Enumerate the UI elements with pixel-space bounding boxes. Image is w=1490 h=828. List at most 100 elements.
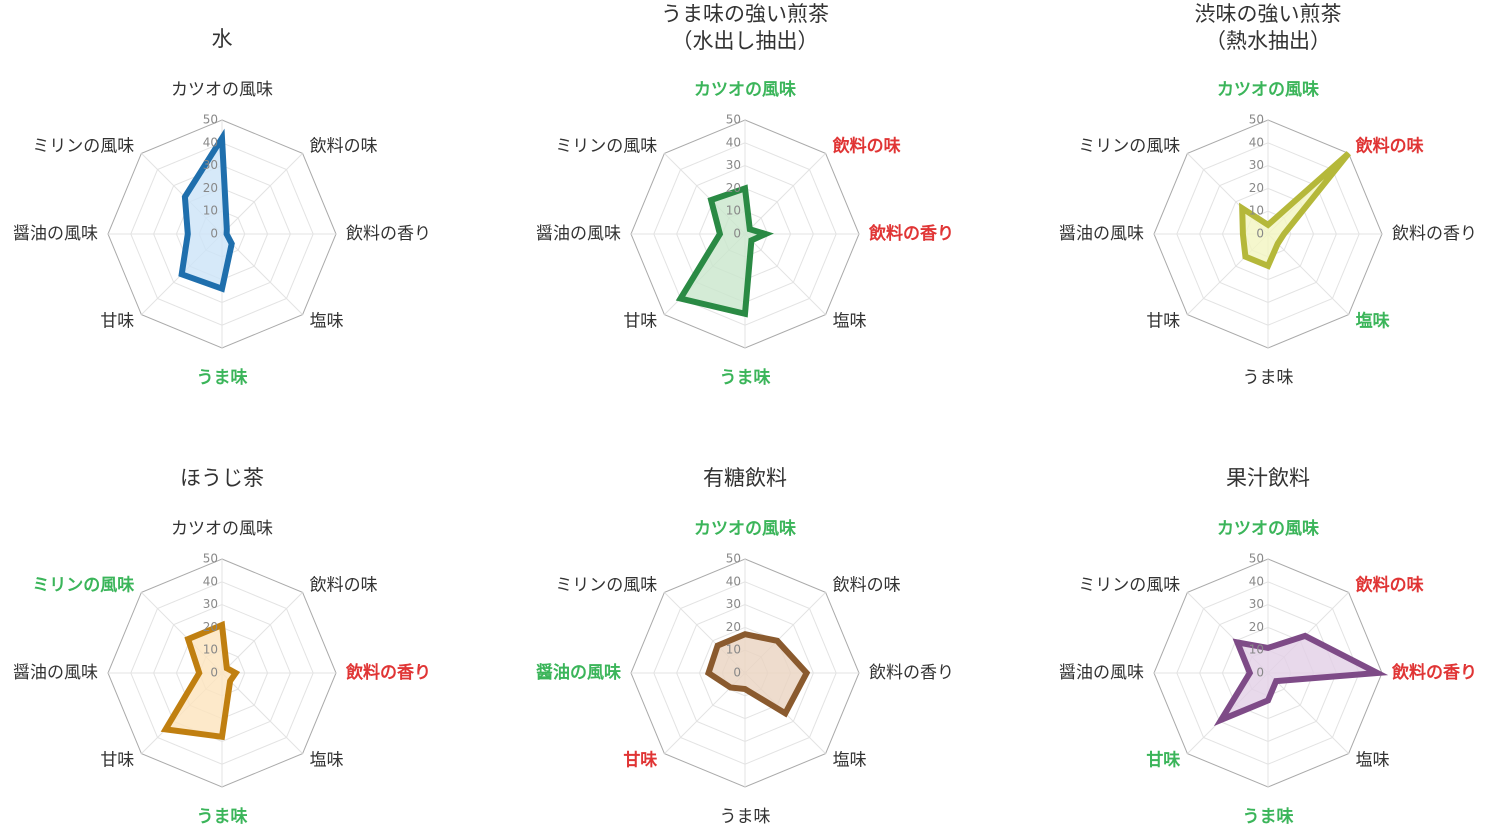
chart-title: （熱水抽出） (1205, 29, 1331, 53)
spoke (744, 153, 826, 235)
category-label: 飲料の味 (1355, 135, 1424, 156)
category-label: 塩味 (1356, 311, 1390, 332)
category-label: ミリンの風味 (32, 136, 134, 156)
r-tick-label: 40 (726, 574, 741, 588)
r-tick-label: 20 (203, 620, 218, 634)
radar-area (178, 128, 235, 293)
category-label: 甘味 (623, 312, 657, 332)
category-label: うま味 (197, 806, 248, 827)
r-tick-label: 10 (1249, 643, 1264, 657)
r-tick-label: 20 (203, 181, 218, 195)
r-tick-label: 50 (1249, 552, 1264, 566)
category-label: 飲料の味 (833, 575, 901, 595)
category-label: うま味 (720, 807, 771, 827)
category-label: 飲料の香り (868, 223, 954, 244)
category-label: 塩味 (833, 312, 867, 332)
r-tick-label: 30 (726, 158, 741, 172)
radar-chart: 渋味の強い煎茶 （熱水抽出） 0 10 20 30 40 50 カツオの風味飲料の味飲料の香り塩… (1059, 2, 1477, 388)
r-tick-label: 10 (726, 643, 741, 657)
category-label: 飲料の香り (346, 224, 431, 244)
spoke (221, 592, 303, 674)
r-tick-label: 0 (210, 666, 218, 680)
r-tick-label: 30 (1249, 158, 1264, 172)
chart-title: 果汁飲料 (1226, 466, 1310, 490)
category-label: カツオの風味 (694, 518, 796, 539)
category-label: 醤油の風味 (1059, 663, 1144, 683)
category-label: うま味 (720, 367, 771, 388)
r-tick-label: 0 (733, 666, 741, 680)
r-tick-label: 0 (1256, 666, 1264, 680)
r-tick-label: 20 (1249, 181, 1264, 195)
r-tick-label: 50 (726, 552, 741, 566)
category-label: ミリンの風味 (555, 136, 657, 156)
category-label: ミリンの風味 (1078, 575, 1180, 595)
category-label: 飲料の香り (1392, 224, 1477, 244)
category-label: 甘味 (623, 750, 657, 771)
r-tick-label: 20 (1249, 620, 1264, 634)
category-label: 飲料の味 (1355, 574, 1424, 595)
category-label: ミリンの風味 (1078, 136, 1180, 156)
category-label: 飲料の味 (310, 575, 378, 595)
radar-area (675, 184, 774, 318)
r-tick-label: 10 (1249, 204, 1264, 218)
r-tick-label: 20 (726, 620, 741, 634)
category-label: 塩味 (310, 751, 344, 771)
r-tick-label: 50 (203, 552, 218, 566)
spoke (221, 233, 303, 315)
chart-title: （水出し抽出） (672, 29, 819, 53)
category-label: 醤油の風味 (13, 663, 98, 683)
category-label: カツオの風味 (171, 519, 273, 539)
chart-title: 有糖飲料 (703, 466, 787, 490)
category-label: 甘味 (1146, 750, 1180, 771)
r-tick-label: 50 (203, 113, 218, 127)
radar-area (704, 631, 811, 718)
r-tick-label: 40 (726, 135, 741, 149)
chart-title: ほうじ茶 (180, 466, 264, 490)
r-tick-label: 50 (726, 113, 741, 127)
r-tick-label: 10 (203, 643, 218, 657)
category-label: 塩味 (833, 751, 867, 771)
r-tick-label: 10 (203, 204, 218, 218)
category-label: 飲料の香り (1391, 662, 1477, 683)
r-tick-label: 30 (203, 158, 218, 172)
spoke (744, 233, 826, 315)
r-tick-label: 30 (203, 597, 218, 611)
category-label: カツオの風味 (694, 79, 796, 100)
r-tick-label: 30 (726, 597, 741, 611)
category-label: ミリンの風味 (555, 575, 657, 595)
spoke (1267, 233, 1349, 315)
category-label: カツオの風味 (171, 80, 273, 100)
r-tick-label: 40 (1249, 135, 1264, 149)
spoke (1267, 672, 1349, 754)
category-label: カツオの風味 (1217, 79, 1319, 100)
r-tick-label: 0 (210, 227, 218, 241)
radar-chart: うま味の強い煎茶 （水出し抽出） 0 10 20 30 40 50 カツオの風味飲料の味飲料の香… (536, 2, 954, 388)
r-tick-label: 40 (1249, 574, 1264, 588)
chart-title: 水 (212, 27, 233, 51)
category-label: 塩味 (310, 312, 344, 332)
r-tick-label: 30 (1249, 597, 1264, 611)
radar-area (1239, 151, 1351, 270)
r-tick-label: 40 (203, 574, 218, 588)
category-label: 甘味 (1146, 312, 1180, 332)
category-label: 飲料の味 (310, 136, 378, 156)
category-label: 甘味 (100, 751, 134, 771)
category-label: 飲料の味 (832, 135, 901, 156)
spoke (221, 672, 303, 754)
category-label: 醤油の風味 (536, 224, 621, 244)
category-label: 醤油の風味 (13, 224, 98, 244)
r-tick-label: 20 (726, 181, 741, 195)
r-tick-label: 40 (203, 135, 218, 149)
category-label: 飲料の香り (869, 663, 954, 683)
r-tick-label: 0 (733, 227, 741, 241)
category-label: 醤油の風味 (1059, 224, 1144, 244)
radar-area (160, 620, 241, 741)
category-label: 醤油の風味 (536, 662, 621, 683)
r-tick-label: 50 (1249, 113, 1264, 127)
category-label: 甘味 (100, 312, 134, 332)
